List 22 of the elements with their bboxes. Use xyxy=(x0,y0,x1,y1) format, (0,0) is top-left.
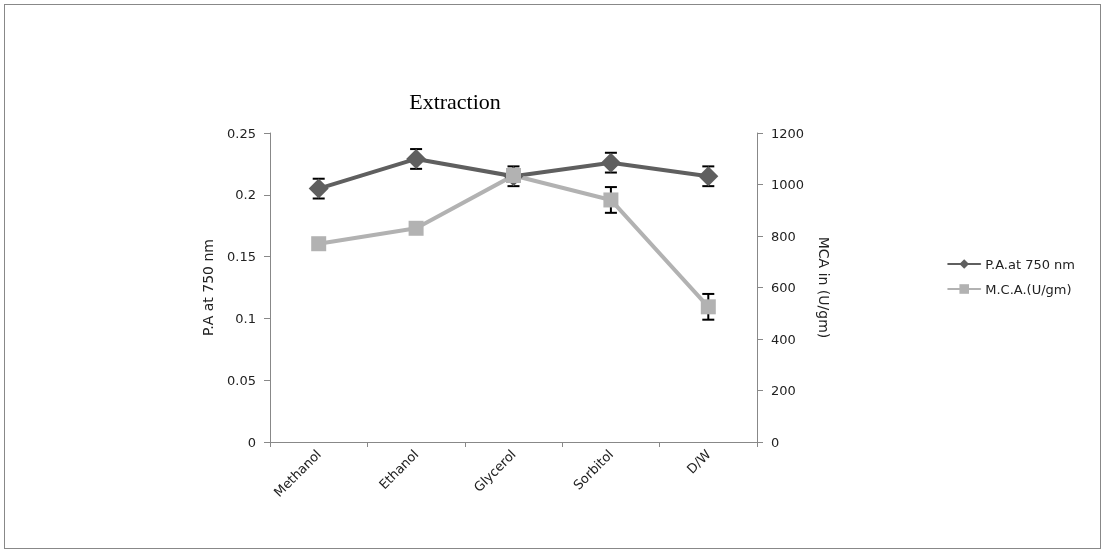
y-tick-label: 0.05 xyxy=(227,372,256,388)
y-tick-label: 0.1 xyxy=(235,310,256,326)
point xyxy=(700,299,716,315)
y2-tick-label: 1000 xyxy=(771,177,805,192)
chart-title: Extraction xyxy=(409,88,501,114)
y-tick-label: 0.2 xyxy=(235,187,256,203)
y2-axis-title: MCA in (U/gm) xyxy=(816,236,832,339)
y2-tick-label: 1200 xyxy=(771,125,805,141)
legend-label: P.A.at 750 nm xyxy=(985,256,1076,272)
y2-tick-label: 200 xyxy=(771,383,796,398)
y2-tick-label: 800 xyxy=(771,228,796,244)
y-tick-label: 0 xyxy=(247,434,256,450)
point xyxy=(408,220,424,236)
legend-label: M.C.A.(U/gm) xyxy=(985,281,1072,297)
y2-tick-label: 600 xyxy=(771,280,796,295)
y-tick-label: 0.15 xyxy=(227,249,256,265)
point xyxy=(603,192,619,208)
point xyxy=(311,236,327,252)
y-tick-label: 0.25 xyxy=(227,125,256,141)
y-axis-title: P.A at 750 nm xyxy=(200,239,216,336)
y2-tick-label: 400 xyxy=(771,331,796,347)
y2-tick-label: 0 xyxy=(771,434,780,450)
